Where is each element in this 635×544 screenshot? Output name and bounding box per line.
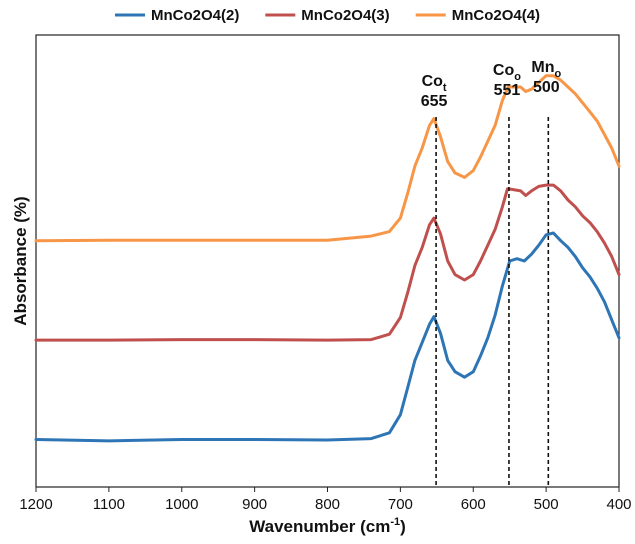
peak-element-label: Coo (493, 62, 521, 83)
peak-wavenumber-label: 655 (421, 93, 448, 110)
legend-item-1: MnCo2O4(2) (115, 7, 239, 24)
x-tick-label: 1000 (165, 496, 198, 513)
legend-item-2: MnCo2O4(3) (265, 7, 390, 24)
x-tick-label: 600 (461, 496, 486, 513)
x-axis-title: Wavenumber (cm-1) (249, 516, 406, 536)
series-line-2 (34, 183, 621, 342)
peak-wavenumber-label: 500 (533, 79, 560, 96)
x-tick-label: 500 (534, 496, 559, 513)
series-line-3 (34, 74, 621, 243)
peak-element-label: Mno (531, 59, 561, 80)
plot-area-frame (35, 34, 620, 488)
legend-label: MnCo2O4(4) (452, 7, 540, 24)
x-tick-label: 1200 (19, 496, 52, 513)
x-tick-label: 400 (606, 496, 631, 513)
peak-wavenumber-label: 551 (494, 82, 521, 99)
series-layer (34, 74, 621, 443)
y-axis-title: Absorbance (%) (11, 196, 30, 325)
legend-item-3: MnCo2O4(4) (415, 7, 540, 24)
legend-label: MnCo2O4(3) (301, 7, 389, 24)
series-line-1 (34, 231, 621, 443)
peak-element-label: Cot (422, 73, 447, 94)
legend: MnCo2O4(2) MnCo2O4(3) MnCo2O4(4) (115, 7, 540, 24)
x-tick-label: 1100 (93, 496, 125, 513)
x-tick-label: 900 (242, 496, 267, 513)
legend-label: MnCo2O4(2) (151, 7, 239, 24)
x-axis: 1200 1100 1000 900 800 700 600 500 400 (19, 487, 632, 513)
x-tick-label: 700 (388, 496, 413, 513)
x-tick-label: 800 (315, 496, 340, 513)
